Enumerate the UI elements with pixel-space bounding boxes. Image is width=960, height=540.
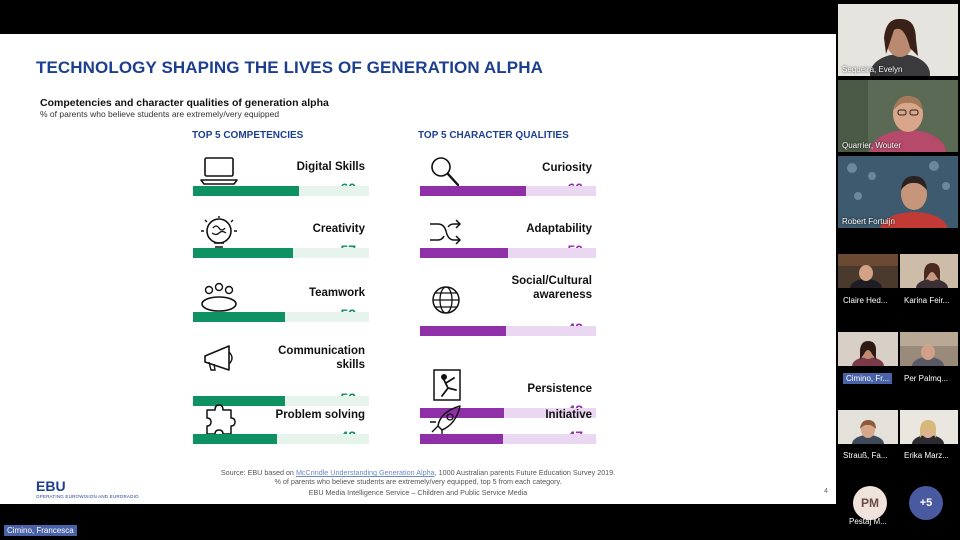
value-bar: [193, 312, 369, 322]
participant-video: [912, 420, 944, 444]
item-label: Digital Skills: [296, 161, 365, 173]
participant-video: [838, 254, 898, 288]
active-speaker-label: Cimino, Francesca: [4, 525, 77, 536]
participant-tile[interactable]: Sequeira, Evelyn: [838, 4, 958, 76]
participant-avatar[interactable]: PM: [853, 486, 887, 520]
value-bar: [193, 248, 369, 258]
value-bar: [420, 434, 596, 444]
participant-name: Sequeira, Evelyn: [842, 65, 903, 74]
ebu-logo-subtitle: OPERATING EUROWISION AND EURORADIO: [36, 494, 139, 499]
slide-note: % of parents who believe students are ex…: [40, 109, 280, 119]
quality-item: Adaptability 50%: [420, 219, 596, 270]
value-bar-fill: [420, 186, 526, 196]
participant-video: [916, 263, 948, 288]
value-bar: [193, 396, 369, 406]
participant-name: Karina Feir...: [904, 296, 950, 305]
competency-item: Communication skills 52%: [193, 345, 369, 418]
value-bar-fill: [420, 326, 507, 336]
quality-item: Curiosity 60%: [420, 157, 596, 208]
page-number: 4: [824, 488, 828, 495]
source-line-2: % of parents who believe students are ex…: [274, 477, 562, 486]
value-bar: [420, 186, 596, 196]
item-label: Persistence: [527, 383, 592, 395]
participant-tile[interactable]: [900, 410, 958, 444]
shuffle-arrows-icon: [430, 219, 462, 245]
participant-tile[interactable]: [838, 254, 898, 288]
participant-name: Erika Marz...: [904, 451, 949, 460]
participant-tile[interactable]: Robert Fortuijn: [838, 156, 958, 228]
participant-name: Claire Hed...: [843, 296, 888, 305]
value-bar: [420, 408, 596, 418]
laptop-icon: [200, 157, 238, 185]
climber-icon: [433, 369, 461, 401]
value-bar-fill: [193, 434, 278, 444]
participant-video: [838, 80, 946, 152]
item-label-line2: awareness: [533, 289, 592, 301]
participant-name: Robert Fortuijn: [842, 217, 895, 226]
value-bar-fill: [420, 248, 508, 258]
competency-item: Problem solving 48%: [193, 404, 369, 456]
rocket-icon: [430, 405, 461, 436]
ebu-logo: EBU: [36, 478, 66, 494]
competencies-header: TOP 5 COMPETENCIES: [192, 130, 304, 141]
value-bar: [420, 326, 596, 336]
competency-item: Digital Skills 60%: [193, 157, 369, 208]
value-bar-fill: [420, 434, 503, 444]
slide-subtitle: Competencies and character qualities of …: [40, 97, 329, 109]
more-participants-button[interactable]: +5: [909, 486, 943, 520]
participant-tile[interactable]: [900, 332, 958, 366]
participant-video: [838, 156, 958, 228]
brain-bulb-icon: [201, 216, 237, 248]
participant-name: Quarrier, Wouter: [842, 141, 901, 150]
value-bar-fill: [193, 312, 285, 322]
qualities-header: TOP 5 CHARACTER QUALITIES: [418, 130, 569, 141]
participant-tile[interactable]: [838, 410, 898, 444]
item-label: Adaptability: [526, 223, 592, 235]
item-label-line2: skills: [336, 359, 365, 371]
source-line-3: EBU Media Intelligence Service – Childre…: [308, 488, 528, 497]
puzzle-icon: [206, 404, 236, 435]
team-table-icon: [201, 282, 237, 312]
participant-video: [852, 341, 884, 366]
source-line: Source: EBU based on McCrindle Understan…: [220, 468, 616, 477]
participant-tile[interactable]: [900, 254, 958, 288]
participant-video: [900, 332, 958, 366]
item-label: Communication: [278, 345, 365, 357]
value-bar-fill: [193, 248, 294, 258]
quality-item: Persistence 48%: [420, 369, 596, 430]
participant-tile[interactable]: Quarrier, Wouter: [838, 80, 958, 152]
value-bar-fill: [193, 186, 299, 196]
participant-name: Pestaj M...: [849, 517, 887, 526]
value-bar-fill: [193, 396, 285, 406]
quality-item: Social/Cultural awareness 49%: [420, 275, 596, 348]
globe-icon: [432, 286, 460, 314]
competency-item: Creativity 57%: [193, 216, 369, 270]
value-bar: [420, 248, 596, 258]
participant-name: Strauß, Fa...: [843, 451, 888, 460]
item-label: Curiosity: [542, 162, 592, 174]
value-bar-fill: [420, 408, 505, 418]
participant-video: [870, 18, 930, 76]
source-link[interactable]: McCrindle Understanding Generation Alpha: [295, 468, 435, 477]
item-label: Teamwork: [308, 287, 365, 299]
item-label: Initiative: [545, 409, 592, 421]
participant-name: Per Palmq...: [904, 374, 949, 383]
value-bar: [193, 434, 369, 444]
slide-title: TECHNOLOGY SHAPING THE LIVES OF GENERATI…: [36, 58, 543, 77]
competency-item: Teamwork 52%: [193, 282, 369, 334]
participant-video: [852, 420, 884, 444]
item-label: Social/Cultural: [511, 275, 592, 287]
participant-tile[interactable]: [838, 332, 898, 366]
megaphone-icon: [204, 345, 233, 371]
participant-name: Cimino, Fr...: [843, 373, 893, 384]
item-label: Problem solving: [275, 409, 365, 421]
quality-item: Initiative 47%: [420, 405, 596, 456]
magnifier-icon: [431, 157, 460, 187]
value-bar: [193, 186, 369, 196]
shared-slide: TECHNOLOGY SHAPING THE LIVES OF GENERATI…: [0, 34, 836, 504]
item-label: Creativity: [312, 223, 365, 235]
